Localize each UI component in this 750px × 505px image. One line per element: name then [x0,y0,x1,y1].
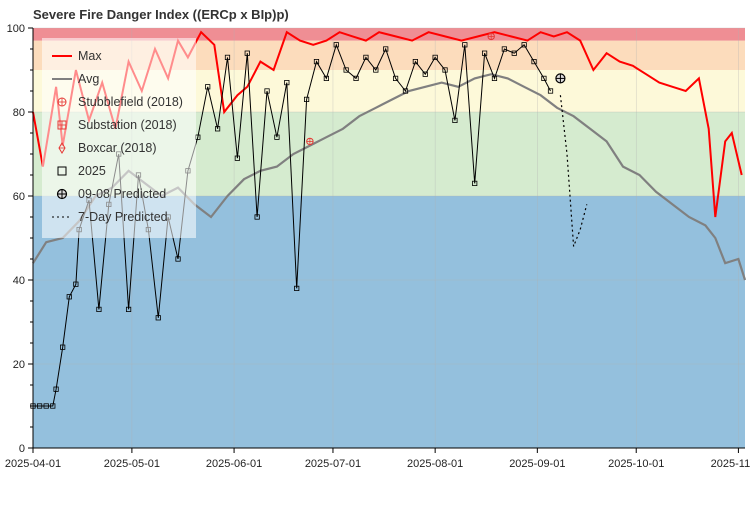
series-2025-point [155,315,161,321]
legend-item: Avg [52,72,99,86]
series-2025-point [501,46,507,52]
legend-label: 7-Day Predicted [78,210,168,224]
legend-item: 09-08 Predicted [56,187,166,201]
legend-label: Substation (2018) [78,118,177,132]
legend-label: 09-08 Predicted [78,187,166,201]
series-2025-point [392,75,399,81]
series-2025-point [313,59,320,65]
x-tick-label: 2025-11-01 [711,458,750,470]
series-2025-point [462,42,468,48]
legend-item: Boxcar (2018) [58,141,157,155]
y-tick-label: 80 [13,107,25,119]
legend-item: Max [52,49,102,63]
series-2025-point [402,88,409,94]
x-tick-label: 2025-04-01 [5,458,61,470]
x-tick-label: 2025-05-01 [104,458,160,470]
series-2025-point [294,285,300,292]
y-tick-label: 100 [7,23,25,35]
series-2025-point [50,403,56,409]
x-tick-label: 2025-07-01 [305,458,361,470]
series-2025-point [547,88,554,94]
x-tick-label: 2025-09-01 [509,458,565,470]
x-tick-label: 2025-06-01 [206,458,262,470]
legend-item: Stubblefield (2018) [57,95,183,109]
legend-label: Stubblefield (2018) [78,95,183,109]
predicted-series-line [559,95,588,247]
series-2025-point [264,88,270,94]
series-2025-point [521,42,527,48]
legend-label: Max [78,49,102,63]
series-2025-point [36,403,43,409]
legend-diamond-swatch [58,142,66,154]
legend-item: Substation (2018) [57,118,177,132]
series-2025-point [303,96,310,102]
series-2025-point [214,126,221,132]
series-2025-point [274,134,280,140]
series-2025-point [284,80,290,86]
series-2025-point [60,344,66,350]
series-2025-point [541,75,547,81]
series-2025-point [472,180,478,186]
series-2025-point [531,59,537,65]
legend-label: 2025 [78,164,106,178]
series-2025-point [205,84,211,90]
legend: Max Avg Stubblefield (2018) Substation (201… [42,38,196,238]
series-2025-point [96,306,102,313]
series-2025-point [125,306,132,313]
legend-label: Avg [78,72,99,86]
series-2025-point [175,256,181,262]
series-2025-point [383,46,389,52]
series-2025-point [442,67,448,73]
series-2025-point [373,67,379,73]
legend-item: 2025 [57,164,106,178]
series-2025-point [422,71,428,77]
x-tick-label: 2025-08-01 [407,458,463,470]
chart-title: Severe Fire Danger Index ((ERCp x BIp)p) [33,7,289,22]
legend-item: 7-Day Predicted [52,210,168,224]
series-2025-point [511,50,517,56]
y-tick-label: 20 [13,359,25,371]
series-2025-point [43,403,49,409]
series-2025-point [323,75,329,81]
series-2025-point [353,75,359,81]
x-tick-label: 2025-10-01 [608,458,664,470]
series-2025-point [234,155,240,161]
series-2025-point [66,294,72,300]
legend-square-swatch [57,166,67,176]
series-2025-point [343,67,349,73]
series-2025-point [481,50,488,56]
legend-label: Boxcar (2018) [78,141,157,155]
series-2025-point [412,59,418,65]
series-2025-point [452,117,458,123]
series-2025-point [53,386,59,392]
series-2025-point [491,75,498,81]
y-tick-label: 0 [19,443,25,455]
y-tick-label: 60 [13,191,25,203]
series-2025-point [254,214,260,220]
legend-box [42,38,196,238]
series-2025-point [73,281,79,287]
series-2025-point [244,50,250,56]
series-2025-point [333,42,339,48]
series-2025-point [224,54,231,61]
series-2025-point [432,54,438,61]
y-tick-label: 40 [13,275,25,287]
series-2025-point [363,54,369,61]
